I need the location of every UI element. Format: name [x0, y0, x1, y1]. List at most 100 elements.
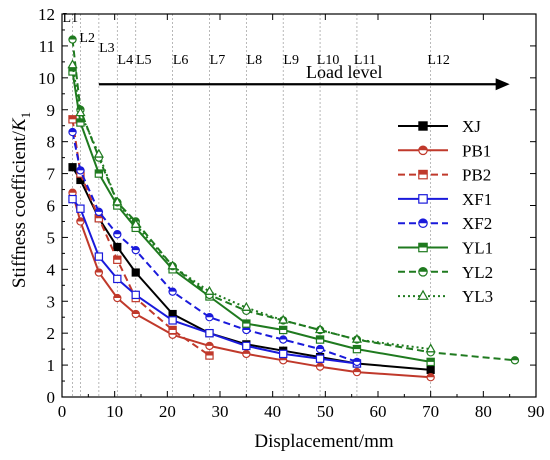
load-level-label-L9: L9: [283, 53, 299, 68]
load-level-label-L3: L3: [99, 41, 115, 56]
point-XF1-1: [76, 204, 85, 213]
y-tick-label-6: 6: [47, 197, 56, 216]
legend-marker-YL2: [418, 266, 428, 277]
y-axis-label-subscript: 1: [18, 112, 33, 119]
point-YL3-2: [93, 148, 104, 158]
point-YL3-7: [241, 301, 252, 311]
x-tick-label-0: 0: [58, 402, 67, 421]
x-tick-label-20: 20: [159, 402, 176, 421]
point-YL3-6: [204, 285, 215, 295]
legend-entry-XF2: XF2: [398, 214, 492, 233]
point-XF2-10: [352, 357, 362, 367]
point-PB1-9: [315, 362, 325, 371]
point-XF2-5: [168, 287, 177, 296]
point-PB1-7: [242, 349, 251, 359]
point-YL1-2: [94, 169, 104, 178]
point-YL3-0: [67, 59, 78, 69]
y-tick-label-2: 2: [47, 324, 56, 343]
legend-entry-YL1: YL1: [398, 239, 493, 258]
legend-label-XF1: XF1: [462, 190, 492, 209]
point-YL1-0: [68, 67, 77, 76]
point-XF2-2: [94, 207, 104, 217]
point-XJ-4: [131, 268, 140, 277]
point-XF1-7: [242, 341, 251, 351]
point-YL1-11: [426, 357, 435, 367]
y-tick-label-1: 1: [47, 356, 56, 375]
load-level-label-L4: L4: [118, 53, 134, 68]
point-YL2-12: [510, 356, 520, 365]
x-tick-label-60: 60: [370, 402, 387, 421]
series-XJ: [68, 163, 435, 374]
legend-label-PB1: PB1: [462, 141, 491, 160]
y-tick-label-10: 10: [38, 69, 55, 88]
point-PB1-1: [76, 217, 85, 226]
point-XF2-8: [279, 335, 288, 344]
point-YL1-1: [76, 118, 85, 127]
y-tick-label-8: 8: [47, 133, 56, 152]
point-YL3-5: [167, 260, 178, 270]
y-tick-label-11: 11: [39, 37, 55, 56]
load-level-label-L7: L7: [210, 53, 226, 68]
legend-entry-XJ: XJ: [398, 117, 481, 136]
y-axis-label-symbol: K: [9, 117, 30, 132]
point-YL1-8: [279, 325, 288, 335]
legend-marker-XJ: [418, 121, 428, 131]
load-level-label-L12: L12: [427, 53, 450, 68]
point-PB2-5: [168, 325, 177, 335]
y-tick-label-0: 0: [47, 388, 56, 407]
point-XF1-9: [315, 354, 325, 363]
y-tick-label-12: 12: [38, 5, 55, 24]
arrow-head: [495, 78, 510, 91]
point-PB1-11: [426, 373, 435, 382]
y-tick-label-7: 7: [47, 165, 56, 184]
series-line-XJ: [71, 166, 431, 371]
load-level-label-L2: L2: [79, 31, 95, 46]
legend-entry-YL3: YL3: [398, 287, 493, 306]
series-PB1: [68, 188, 435, 382]
point-PB2-6: [205, 351, 214, 360]
legend-label-YL2: YL2: [462, 263, 493, 282]
x-tick-label-50: 50: [317, 402, 334, 421]
x-tick-label-80: 80: [475, 402, 492, 421]
series-YL3: [67, 59, 436, 353]
load-level-arrow-label: Load level: [306, 62, 382, 82]
point-XF1-5: [168, 316, 177, 325]
point-YL3-11: [425, 343, 436, 353]
load-level-label-L6: L6: [173, 53, 189, 68]
point-XF1-2: [94, 252, 104, 261]
legend-label-XJ: XJ: [462, 117, 481, 136]
series-line-PB1: [71, 192, 431, 379]
legend-entry-PB1: PB1: [398, 141, 491, 160]
legend-entry-YL2: YL2: [398, 263, 493, 282]
legend-marker-XF2: [418, 218, 428, 228]
legend-marker-PB1: [418, 145, 428, 156]
point-PB1-4: [131, 309, 140, 319]
load-level-arrow: Load level: [98, 62, 510, 91]
y-axis-label: Stiffness coefficient/K1: [9, 112, 33, 288]
legend-entry-XF1: XF1: [398, 190, 492, 209]
point-XJ-11: [426, 365, 435, 374]
point-XF2-9: [315, 344, 325, 354]
x-tick-label-90: 90: [528, 402, 545, 421]
point-XF1-3: [113, 274, 122, 284]
point-XF1-8: [279, 349, 288, 359]
point-XJ-3: [113, 242, 122, 252]
load-level-label-L1: L1: [63, 11, 79, 26]
point-PB1-10: [352, 367, 362, 377]
x-tick-label-30: 30: [212, 402, 229, 421]
x-axis-ticks: 0 10 20 30 40 50 60 70 80 90: [58, 14, 545, 421]
load-level-label-L11: L11: [354, 53, 376, 68]
y-tick-label-3: 3: [47, 292, 56, 311]
point-YL2-0: [68, 35, 77, 44]
legend-marker-XF1: [418, 194, 428, 204]
y-axis-label-main: Stiffness coefficient/: [9, 130, 30, 288]
point-XF2-1: [76, 166, 85, 175]
point-XF2-6: [205, 313, 214, 322]
series-YL1: [68, 67, 435, 367]
legend: XJ PB1 PB2 XF1 XF2 YL1 YL2 YL3: [398, 117, 493, 306]
point-XF2-0: [68, 127, 77, 137]
y-tick-label-5: 5: [47, 228, 56, 247]
point-XF1-0: [68, 194, 77, 204]
